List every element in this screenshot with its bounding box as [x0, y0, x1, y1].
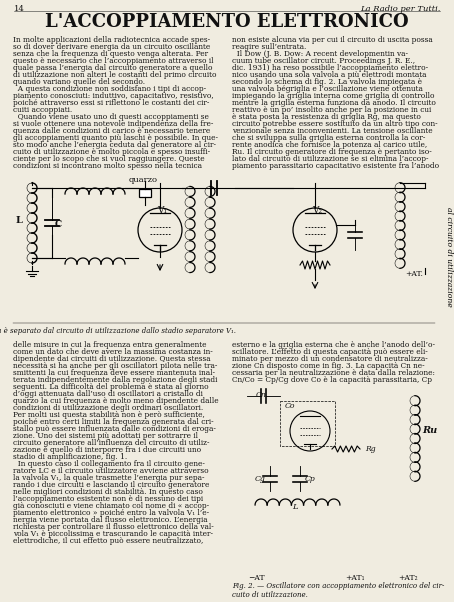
Text: A questa condizione non soddisfano i tipi di accop-: A questa condizione non soddisfano i tip… [13, 85, 206, 93]
Text: Il Dow (J. B. Dow: A recent developmentin va-: Il Dow (J. B. Dow: A recent developmenti… [232, 50, 408, 58]
Text: gli accoppiamenti quanto più laschi è possibile. In que-: gli accoppiamenti quanto più laschi è po… [13, 134, 218, 142]
Text: Cn: Cn [256, 391, 267, 399]
Text: zione. Uno dei sistemi più adottati per sottrarre il: zione. Uno dei sistemi più adottati per … [13, 432, 198, 440]
Text: zione Cn disposto come in fig. 3. La capacità Cn ne-: zione Cn disposto come in fig. 3. La cap… [232, 362, 424, 370]
Text: +AT₁: +AT₁ [345, 574, 365, 582]
Text: venzionale senza inconvenienti. La tensione oscillante: venzionale senza inconvenienti. La tensi… [232, 127, 433, 135]
Bar [280, 401, 335, 446]
Text: Rg: Rg [365, 445, 375, 453]
Text: Ru. Il circuito generatore di frequenza è pertanto iso-: Ru. Il circuito generatore di frequenza … [232, 148, 432, 156]
Text: la valvola V₁, la quale trasmette l’energia pur sepa-: la valvola V₁, la quale trasmette l’ener… [13, 474, 204, 482]
Text: impiegando la griglia interna come griglia di controllo: impiegando la griglia interna come grigl… [232, 92, 434, 100]
Text: V₁: V₁ [157, 206, 167, 215]
Text: La Radio per Tutti.: La Radio per Tutti. [360, 5, 440, 13]
Text: rente anodica che fornisce la potenza al carico utile,: rente anodica che fornisce la potenza al… [232, 141, 427, 149]
Text: Fig. 2. — Oscillatore con accoppiamento elettronico del cir-
cuito di utilizzazi: Fig. 2. — Oscillatore con accoppiamento … [232, 582, 444, 599]
Text: nergia viene portata dal flusso elettronico. L’energia: nergia viene portata dal flusso elettron… [13, 516, 207, 524]
Text: seguenti. La difficoltà del problema è stata al giorno: seguenti. La difficoltà del problema è s… [13, 383, 209, 391]
Text: stallo può essere influenzata dalle condizioni di eroga-: stallo può essere influenzata dalle cond… [13, 425, 216, 433]
Text: dic. 1931) ha reso possibile l’accoppiamento elettro-: dic. 1931) ha reso possibile l’accoppiam… [232, 64, 428, 72]
Text: mentre la griglia esterna funziona da anodo. Il circuito: mentre la griglia esterna funziona da an… [232, 99, 436, 107]
Text: una valvola bégriglia e l’oscillazione viene ottenuta: una valvola bégriglia e l’oscillazione v… [232, 85, 423, 93]
Text: lato dal circuito di utilizzazione se si elimina l’accop-: lato dal circuito di utilizzazione se si… [232, 155, 429, 163]
Text: si vuole ottenere una notevole indipendenza della fre-: si vuole ottenere una notevole indipende… [13, 120, 213, 128]
Text: necessità si ha anche per gli oscillatori pilota nelle tra-: necessità si ha anche per gli oscillator… [13, 362, 217, 370]
Text: richiesta per controllare il flusso elettronico della val-: richiesta per controllare il flusso elet… [13, 523, 214, 531]
Text: condizioni si incontrano molto spesso nella tecnica: condizioni si incontrano molto spesso ne… [13, 162, 202, 170]
Text: piamento parassitario capacitativo esistente fra l’anodo: piamento parassitario capacitativo esist… [232, 162, 439, 170]
Text: terata indipendentemente dalla regolazione degli stadi: terata indipendentemente dalla regolazio… [13, 376, 217, 384]
Text: so di dover derivare energia da un circuito oscillante: so di dover derivare energia da un circu… [13, 43, 210, 51]
Text: zazione è quello di interporre fra i due circuiti uno: zazione è quello di interporre fra i due… [13, 446, 201, 454]
Text: che si sviluppa sulla griglia esterna controlla la cor-: che si sviluppa sulla griglia esterna co… [232, 134, 425, 142]
Text: V₂: V₂ [312, 206, 322, 215]
Text: Co: Co [285, 402, 296, 410]
Text: secondo lo schema di fig. 2. La valvola impiegata è: secondo lo schema di fig. 2. La valvola … [232, 78, 422, 86]
Text: quarzo: quarzo [128, 176, 158, 184]
Text: elettrodiche, il cui effetto può essere neutralizzato,: elettrodiche, il cui effetto può essere … [13, 537, 203, 545]
Text: In questo caso il collegamento fra il circuito gene-: In questo caso il collegamento fra il ci… [13, 460, 205, 468]
Text: nelle migliori condizioni di stabilità. In questo caso: nelle migliori condizioni di stabilità. … [13, 488, 203, 496]
Text: Cg: Cg [255, 475, 266, 483]
Text: Quando viene usato uno di questi accoppiamenti se: Quando viene usato uno di questi accoppi… [13, 113, 209, 121]
Text: di utilizzazione non alteri le costanti del primo circuito: di utilizzazione non alteri le costanti … [13, 71, 217, 79]
Text: 14: 14 [14, 5, 25, 13]
Text: +AT₂: +AT₂ [398, 574, 418, 582]
Text: L'ACCOPPIAMENTO ELETTRONICO: L'ACCOPPIAMENTO ELETTRONICO [45, 13, 409, 31]
Text: poiché entro certi limiti la frequenza generata dal cri-: poiché entro certi limiti la frequenza g… [13, 418, 214, 426]
Text: l’accoppiamento esistente non è di nessuno dei tipi: l’accoppiamento esistente non è di nessu… [13, 495, 203, 503]
Text: L: L [16, 216, 23, 225]
Text: rando i due circuiti e lasciando il circuito generatore: rando i due circuiti e lasciando il circ… [13, 481, 209, 489]
Text: quenza dalle condizioni di carico è necessario tenere: quenza dalle condizioni di carico è nece… [13, 127, 210, 135]
Text: cuiti accoppiati.: cuiti accoppiati. [13, 106, 72, 114]
Text: quale passa l’energia dal circuito generatore a quello: quale passa l’energia dal circuito gener… [13, 64, 212, 72]
Text: ciente per lo scopo che si vuol raggiungere. Queste: ciente per lo scopo che si vuol raggiung… [13, 155, 205, 163]
Text: d’oggi attenuata dall’uso di oscillatori a cristallo di: d’oggi attenuata dall’uso di oscillatori… [13, 390, 203, 398]
Text: senza che la frequenza di questo venga alterata. Per: senza che la frequenza di questo venga a… [13, 50, 208, 58]
Text: dipendente dai circuiti di utilizzazione. Questa stessa: dipendente dai circuiti di utilizzazione… [13, 355, 211, 363]
Text: Fig. 1. — Il circuito generatore di frequenza è separato dal circuito di utilizz: Fig. 1. — Il circuito generatore di freq… [0, 327, 236, 335]
Text: cessaria per la neutralizzazione è data dalla relazione:: cessaria per la neutralizzazione è data … [232, 369, 435, 377]
Text: reattivo è un po’ insolito anche per la posizione in cui: reattivo è un po’ insolito anche per la … [232, 106, 431, 114]
Text: In molte applicazioni della radiotecnica accade spes-: In molte applicazioni della radiotecnica… [13, 36, 210, 44]
Text: Cp: Cp [305, 475, 316, 483]
Text: +AT.: +AT. [405, 270, 423, 278]
Text: reagire sull’entrata.: reagire sull’entrata. [232, 43, 306, 51]
Text: cuito di utilizzazione è molto piccola e spesso insuffi-: cuito di utilizzazione è molto piccola e… [13, 148, 210, 156]
Text: L: L [292, 503, 298, 511]
Text: piamento elettronico » poiché entro la valvola V₁ l’e-: piamento elettronico » poiché entro la v… [13, 509, 209, 517]
Bar [139, 189, 151, 197]
Text: stadio di amplificazione, fig. 1.: stadio di amplificazione, fig. 1. [13, 453, 127, 461]
Text: è stata posta la resistenza di griglia Rg, ma questo: è stata posta la resistenza di griglia R… [232, 113, 421, 121]
Text: smittenti la cui frequenza deve essere mantenuta inal-: smittenti la cui frequenza deve essere m… [13, 369, 215, 377]
Text: scillatore. L’effetto di questa capacità può essere eli-: scillatore. L’effetto di questa capacità… [232, 348, 428, 356]
Text: circuito potrebbe essere sostituito da un altro tipo con-: circuito potrebbe essere sostituito da u… [232, 120, 438, 128]
Text: piamento conosciuti: induttivo, capacitativo, resistivo,: piamento conosciuti: induttivo, capacita… [13, 92, 214, 100]
Text: poiché attraverso essi si riflettono le costanti dei cir-: poiché attraverso essi si riflettono le … [13, 99, 209, 107]
Text: come un dato che deve avere la massima costanza in-: come un dato che deve avere la massima c… [13, 348, 213, 356]
Text: condizioni di utilizzazione degli ordinari oscillatori.: condizioni di utilizzazione degli ordina… [13, 404, 203, 412]
Text: Cn/Co = Cp/Cg dove Co è la capacità parassitaria, Cp: Cn/Co = Cp/Cg dove Co è la capacità para… [232, 376, 432, 384]
Text: quarzo la cui frequenza è molto meno dipendente dalle: quarzo la cui frequenza è molto meno dip… [13, 397, 219, 405]
Text: sto modo anche l’energia ceduta dal generatore al cir-: sto modo anche l’energia ceduta dal gene… [13, 141, 216, 149]
Text: al circuito di utilizzazione: al circuito di utilizzazione [445, 206, 453, 306]
Text: quando variano quelle del secondo.: quando variano quelle del secondo. [13, 78, 145, 86]
Text: vola V₁ è piccolissima e trascurando le capacità inter-: vola V₁ è piccolissima e trascurando le … [13, 530, 213, 538]
Text: delle misure in cui la frequenza entra generalmente: delle misure in cui la frequenza entra g… [13, 341, 207, 349]
Text: questo è necessario che l’accoppiamento attraverso il: questo è necessario che l’accoppiamento … [13, 57, 213, 65]
Text: minato per mezzo di un condensatore di neutralizza-: minato per mezzo di un condensatore di n… [232, 355, 428, 363]
Text: Per molti usi questa stabilità non è però sufficiente,: Per molti usi questa stabilità non è per… [13, 411, 205, 419]
Text: −AT: −AT [248, 574, 265, 582]
Text: Ru: Ru [422, 426, 437, 435]
Text: cuum tube oscillator circuit. Proceedings J. R. E.,: cuum tube oscillator circuit. Proceeding… [232, 57, 415, 65]
Text: ratore LC e il circuito utilizzatore avviene attraverso: ratore LC e il circuito utilizzatore avv… [13, 467, 209, 475]
Text: esterno e la griglia esterna che è anche l’anodo dell’o-: esterno e la griglia esterna che è anche… [232, 341, 435, 349]
Text: C: C [55, 220, 62, 229]
Text: già conosciuti e viene chiamato col nome di « accop-: già conosciuti e viene chiamato col nome… [13, 502, 209, 510]
Text: nico usando una sola valvola a più elettrodi montata: nico usando una sola valvola a più elett… [232, 71, 426, 79]
Text: circuito generatore all’influenza del circuito di utiliz-: circuito generatore all’influenza del ci… [13, 439, 209, 447]
Text: non esiste alcuna via per cui il circuito di uscita possa: non esiste alcuna via per cui il circuit… [232, 36, 433, 44]
